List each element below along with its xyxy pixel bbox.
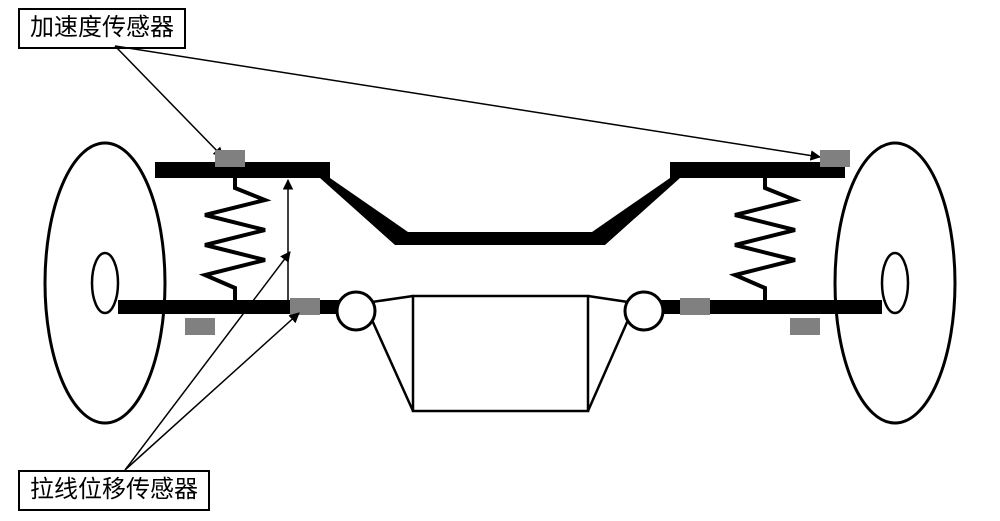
spring-right: [735, 175, 795, 300]
disp-sensor-inner-right: [680, 298, 710, 315]
disp-callout-lines: [125, 252, 299, 470]
joint-right: [625, 292, 663, 330]
left-wheel: [45, 143, 165, 423]
disp-sensor-under-right: [790, 318, 820, 335]
diagram-canvas: 加速度传感器 拉线位移传感器: [0, 0, 1000, 521]
joint-left: [337, 292, 375, 330]
spring-left: [205, 175, 265, 300]
disp-sensor-inner-left: [290, 298, 320, 315]
accel-sensor-right: [820, 150, 850, 167]
disp-sensor-under-left: [185, 318, 215, 335]
accel-sensor-left: [215, 150, 245, 167]
accel-callout-lines: [115, 46, 820, 157]
differential-box: [413, 296, 588, 411]
right-wheel: [835, 143, 955, 423]
diagram-svg: [0, 0, 1000, 521]
